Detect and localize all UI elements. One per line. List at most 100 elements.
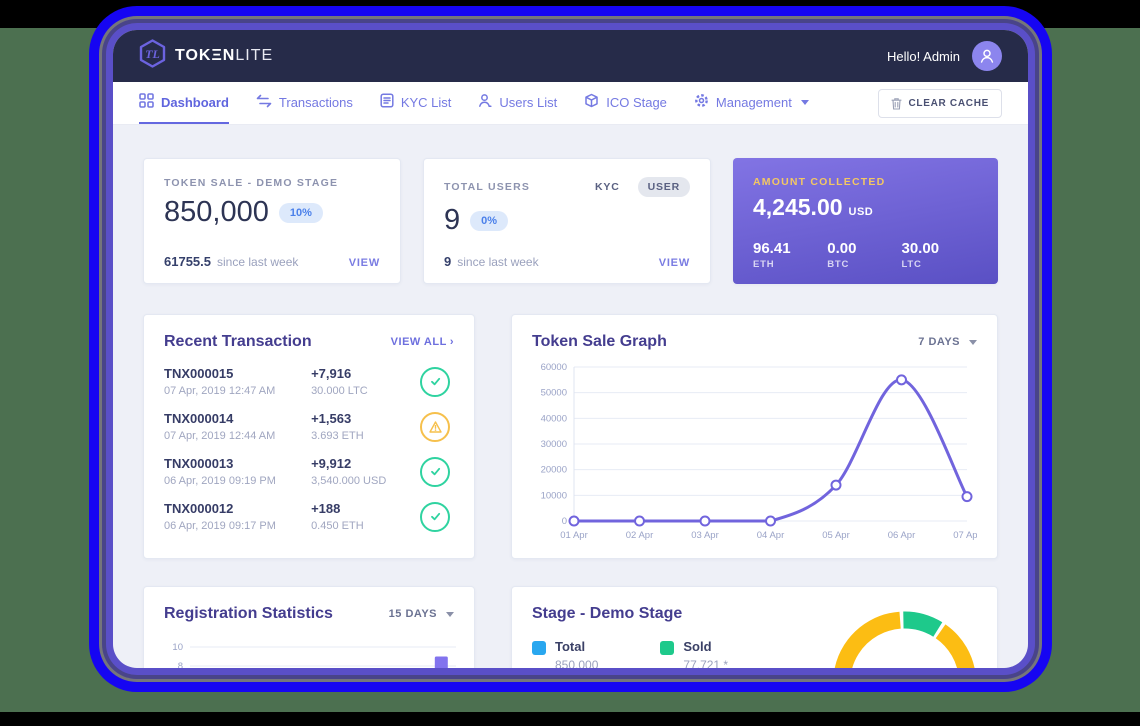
kyc-list-icon <box>380 93 394 111</box>
amount-eth: 96.41 ETH <box>753 240 791 270</box>
nav-item-management[interactable]: Management <box>694 82 809 124</box>
token-sale-card: TOKEN SALE - DEMO STAGE 850,000 10% 6175… <box>143 158 401 284</box>
amount-collected-card: AMOUNT COLLECTED 4,245.00 USD 96.41 ETH … <box>733 158 998 284</box>
svg-text:60000: 60000 <box>541 362 567 373</box>
svg-text:TL: TL <box>145 47 160 61</box>
svg-text:01 Apr: 01 Apr <box>560 530 587 541</box>
success-check-icon <box>420 366 450 397</box>
transaction-date: 06 Apr, 2019 09:17 PM <box>164 520 276 532</box>
legend-sold: Sold 77,721 * <box>660 639 728 668</box>
transaction-row[interactable]: TNX000012 06 Apr, 2019 09:17 PM +188 0.4… <box>164 501 454 532</box>
success-check-icon <box>420 456 450 487</box>
registration-bar-chart: 10 8 <box>172 642 456 668</box>
total-users-value: 9 <box>444 204 461 236</box>
transaction-id: TNX000013 <box>164 456 234 471</box>
token-sale-delta-caption: since last week <box>217 255 299 269</box>
nav-item-dashboard[interactable]: Dashboard <box>139 82 229 124</box>
view-all-link[interactable]: VIEW ALL › <box>390 336 454 348</box>
svg-text:50000: 50000 <box>541 388 567 399</box>
transaction-amount: +188 <box>311 501 341 516</box>
brand-text: TOKΞNLITE <box>175 47 274 64</box>
transaction-amount: +1,563 <box>311 411 352 426</box>
transaction-id: TNX000012 <box>164 501 234 516</box>
success-check-icon <box>420 501 450 532</box>
svg-text:05 Apr: 05 Apr <box>822 530 849 541</box>
svg-text:02 Apr: 02 Apr <box>626 530 653 541</box>
ico-stage-icon <box>584 93 599 111</box>
svg-text:04 Apr: 04 Apr <box>757 530 784 541</box>
transaction-row[interactable]: TNX000015 07 Apr, 2019 12:47 AM +7,916 3… <box>164 366 454 397</box>
stage-card: Stage - Demo Stage Total 850,000 Sold <box>511 586 998 668</box>
total-users-card: TOTAL USERS KYC USER 9 0% 9 since last w… <box>423 158 711 284</box>
management-icon <box>694 93 709 111</box>
svg-text:10: 10 <box>172 642 183 653</box>
svg-text:0: 0 <box>562 516 567 527</box>
transaction-sub-amount: 0.450 ETH <box>311 520 364 532</box>
transaction-row[interactable]: TNX000014 07 Apr, 2019 12:44 AM +1,563 3… <box>164 411 454 442</box>
stage-legend: Total 850,000 Sold 77,721 * <box>532 639 977 668</box>
token-sale-value: 850,000 <box>164 196 269 228</box>
trash-icon <box>890 97 902 110</box>
user-toggle[interactable]: USER <box>637 177 690 197</box>
app-window: TL TOKΞNLITE Hello! Admin Dashboard <box>113 30 1028 668</box>
person-icon <box>980 49 994 63</box>
tokenlite-logo[interactable]: TL TOKΞNLITE <box>139 39 273 73</box>
greeting-text: Hello! Admin <box>887 48 960 64</box>
graph-range-select[interactable]: 7 DAYS <box>918 336 977 348</box>
recent-transactions-title: Recent Transaction <box>164 333 312 350</box>
clear-cache-button[interactable]: CLEAR CACHE <box>877 88 1002 118</box>
transaction-sub-amount: 3.693 ETH <box>311 430 364 442</box>
amount-collected-label: AMOUNT COLLECTED <box>753 176 886 188</box>
main-nav: Dashboard Transactions KYC List Users Li… <box>113 82 1028 125</box>
stage-donut-chart <box>834 611 975 668</box>
svg-text:07 Apr: 07 Apr <box>953 530 977 541</box>
total-users-delta: 9 <box>444 254 452 269</box>
amount-ltc: 30.00 LTC <box>901 240 940 270</box>
total-users-badge: 0% <box>470 210 509 231</box>
amount-btc: 0.00 BTC <box>827 240 857 270</box>
svg-text:40000: 40000 <box>541 413 567 424</box>
nav-item-transactions[interactable]: Transactions <box>256 82 353 124</box>
user-avatar[interactable] <box>972 41 1002 71</box>
total-users-view-link[interactable]: VIEW <box>658 257 690 269</box>
nav-item-users-list[interactable]: Users List <box>478 82 557 124</box>
token-sale-badge: 10% <box>278 202 323 223</box>
nav-item-ico-stage[interactable]: ICO Stage <box>584 82 667 124</box>
transaction-id: TNX000014 <box>164 411 234 426</box>
token-sale-label: TOKEN SALE - DEMO STAGE <box>164 177 339 189</box>
amount-collected-unit: USD <box>848 206 874 218</box>
users-list-icon <box>478 93 492 111</box>
legend-total: Total 850,000 <box>532 639 598 668</box>
recent-transactions-card: Recent Transaction VIEW ALL › TNX000015 … <box>143 314 475 559</box>
transactions-icon <box>256 94 272 111</box>
transaction-date: 06 Apr, 2019 09:19 PM <box>164 475 276 487</box>
registration-range-select[interactable]: 15 DAYS <box>389 608 454 620</box>
svg-text:8: 8 <box>178 661 183 668</box>
nav-item-kyc-list[interactable]: KYC List <box>380 82 451 124</box>
transaction-sub-amount: 30.000 LTC <box>311 385 368 397</box>
chevron-down-icon <box>969 339 977 345</box>
transaction-row[interactable]: TNX000013 06 Apr, 2019 09:19 PM +9,912 3… <box>164 456 454 487</box>
total-swatch <box>532 641 546 655</box>
token-sale-graph-title: Token Sale Graph <box>532 333 667 350</box>
svg-text:20000: 20000 <box>541 465 567 476</box>
total-users-delta-caption: since last week <box>457 255 539 269</box>
transaction-sub-amount: 3,540.000 USD <box>311 475 387 487</box>
svg-text:30000: 30000 <box>541 439 567 450</box>
dashboard-icon <box>139 93 154 111</box>
chevron-right-icon: › <box>449 336 454 348</box>
transaction-amount: +7,916 <box>311 366 352 381</box>
transaction-date: 07 Apr, 2019 12:44 AM <box>164 430 276 442</box>
sold-swatch <box>660 641 675 655</box>
token-sale-view-link[interactable]: VIEW <box>348 257 380 269</box>
svg-text:10000: 10000 <box>541 490 567 501</box>
token-sale-graph-card: Token Sale Graph 7 DAYS 60000 50000 40000 3… <box>511 314 998 559</box>
chevron-down-icon <box>800 99 809 105</box>
transaction-id: TNX000015 <box>164 366 234 381</box>
amount-collected-value: 4,245.00 <box>753 194 843 220</box>
top-header: TL TOKΞNLITE Hello! Admin <box>113 30 1028 82</box>
registration-statistics-title: Registration Statistics <box>164 605 333 622</box>
transaction-amount: +9,912 <box>311 456 352 471</box>
kyc-toggle[interactable]: KYC <box>595 181 620 193</box>
transactions-list: TNX000015 07 Apr, 2019 12:47 AM +7,916 3… <box>164 366 454 532</box>
